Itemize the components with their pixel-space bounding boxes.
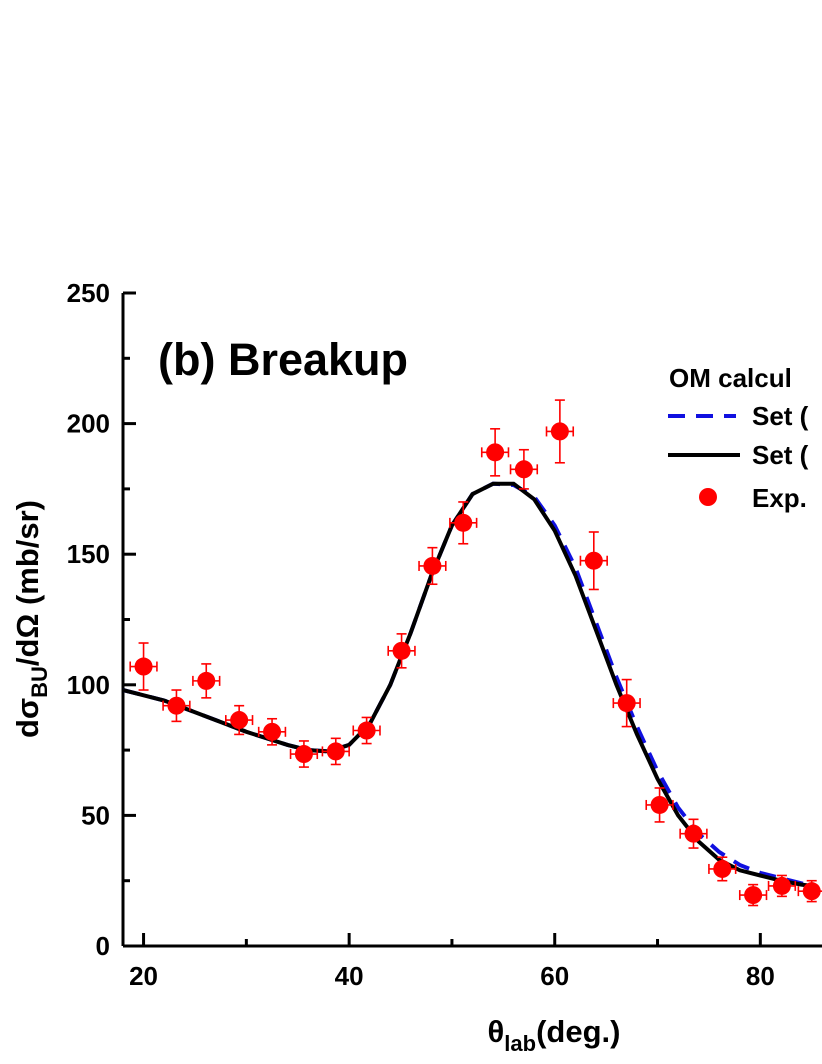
exp-marker (197, 671, 216, 690)
exp-point (162, 689, 191, 723)
x-axis-title-subscript: lab (504, 1031, 536, 1056)
y-tick-label: 150 (67, 539, 110, 569)
exp-point (645, 787, 674, 823)
x-tick-label: 80 (746, 961, 775, 991)
legend: OM calcul Set ( Set ( Exp. (668, 363, 809, 513)
exp-marker (802, 882, 821, 901)
exp-point (797, 879, 822, 903)
exp-marker (392, 641, 411, 660)
exp-marker (514, 460, 533, 479)
exp-marker (263, 722, 282, 741)
exp-marker (486, 443, 505, 462)
exp-point (129, 642, 158, 691)
exp-point (509, 448, 539, 490)
y-tick-label: 100 (67, 670, 110, 700)
exp-point (387, 633, 416, 669)
exp-marker (230, 711, 249, 730)
exp-marker (423, 556, 442, 575)
panel-label: (b) Breakup (158, 334, 408, 385)
legend-entry-2: Set ( (752, 440, 809, 470)
x-axis-title-unit: (deg.) (536, 1014, 620, 1049)
exp-marker (772, 876, 791, 895)
exp-marker (167, 696, 186, 715)
exp-point (612, 678, 641, 728)
y-axis-title-subscript: BU (27, 666, 52, 698)
axis-ticks: 20 40 60 80 0 50 100 150 200 250 (67, 278, 775, 991)
exp-point (289, 740, 319, 768)
data-points-layer (129, 399, 822, 907)
legend-entry-3: Exp. (752, 483, 807, 513)
exp-marker (294, 745, 313, 764)
exp-marker (357, 721, 376, 740)
y-axis-title: dσBU/dΩ (mb/sr) (10, 500, 52, 738)
exp-point (545, 399, 575, 464)
exp-marker (617, 694, 636, 713)
legend-entry-1: Set ( (752, 401, 809, 431)
exp-point (708, 856, 737, 882)
exp-point (352, 716, 381, 745)
exp-point (257, 717, 287, 746)
exp-point (480, 428, 510, 477)
exp-marker (584, 551, 603, 570)
legend-swatch-marker (699, 488, 717, 506)
exp-point (321, 737, 350, 766)
exp-point (738, 883, 768, 907)
x-axis-title-theta: θ (488, 1014, 505, 1049)
y-tick-label: 250 (67, 278, 110, 308)
x-tick-label: 60 (540, 961, 569, 991)
exp-marker (713, 859, 732, 878)
exp-point (449, 501, 478, 545)
x-tick-label: 40 (335, 961, 364, 991)
exp-marker (454, 513, 473, 532)
x-axis-title: θlab(deg.) (488, 1014, 621, 1056)
exp-marker (134, 657, 153, 676)
exp-point (224, 704, 254, 736)
x-tick-label: 20 (129, 961, 158, 991)
exp-point (192, 663, 221, 699)
exp-marker (684, 824, 703, 843)
exp-marker (744, 886, 763, 905)
legend-title: OM calcul (669, 363, 792, 393)
exp-point (767, 874, 797, 898)
y-tick-label: 50 (81, 800, 110, 830)
exp-point (679, 818, 708, 849)
exp-marker (326, 742, 345, 761)
y-tick-label: 0 (96, 931, 110, 961)
exp-point (579, 531, 608, 591)
y-axis-title-rest: /dΩ (mb/sr) (10, 500, 45, 666)
exp-marker (550, 422, 569, 441)
y-axis-title-d-sigma: dσ (10, 698, 45, 738)
exp-marker (650, 795, 669, 814)
y-tick-label: 200 (67, 409, 110, 439)
exp-point (418, 546, 447, 586)
